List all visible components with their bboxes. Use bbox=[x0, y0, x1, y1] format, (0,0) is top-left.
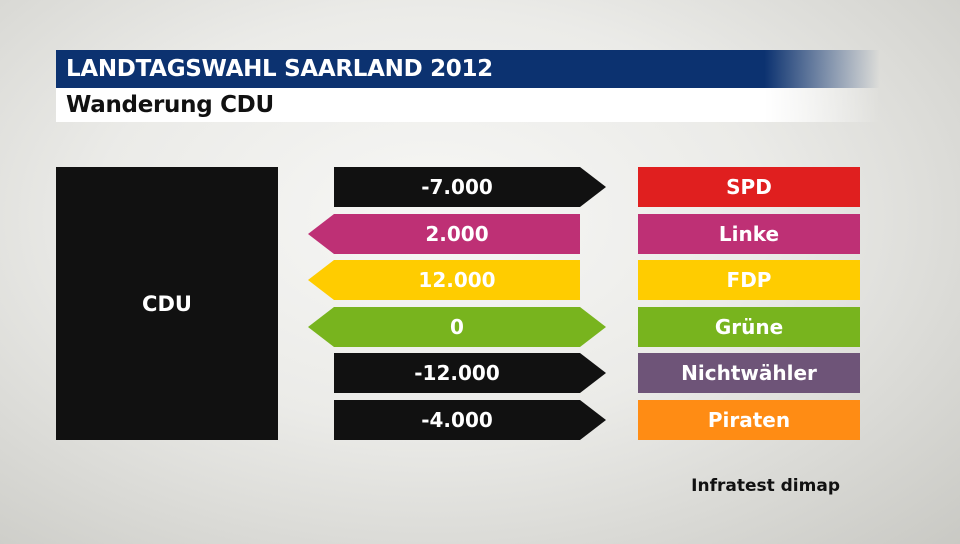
chart-title: LANDTAGSWAHL SAARLAND 2012 bbox=[66, 56, 493, 82]
target-party-label: Linke bbox=[718, 221, 780, 246]
flow-arrow-shape bbox=[308, 306, 606, 347]
flow-value: -4.000 bbox=[421, 408, 493, 432]
flow-arrow bbox=[308, 260, 580, 301]
flow-arrow bbox=[308, 213, 580, 254]
chart-subtitle: Wanderung CDU bbox=[66, 92, 274, 118]
target-party-label: FDP bbox=[726, 268, 772, 293]
flow-value: 0 bbox=[450, 314, 464, 339]
target-party-box: Linke bbox=[638, 213, 860, 254]
target-party-box: FDP bbox=[638, 260, 860, 301]
target-party-label: SPD bbox=[726, 175, 772, 199]
flow-value: -7.000 bbox=[421, 175, 493, 199]
flow-row-gruene: 0 Grüne bbox=[0, 306, 960, 347]
target-party-box: Grüne bbox=[638, 306, 860, 347]
flow-arrow-shape bbox=[334, 353, 606, 394]
title-bar: LANDTAGSWAHL SAARLAND 2012 bbox=[56, 50, 880, 88]
target-party-box: Nichtwähler bbox=[638, 353, 860, 394]
flow-arrow bbox=[334, 353, 606, 394]
flow-arrow-shape bbox=[308, 260, 580, 301]
flow-row-fdp: 12.000 FDP bbox=[0, 260, 960, 301]
flow-value: 12.000 bbox=[418, 268, 496, 293]
target-party-label: Piraten bbox=[707, 408, 791, 432]
flow-arrow-shape bbox=[334, 167, 606, 207]
target-party-box: Piraten bbox=[638, 400, 860, 440]
flow-arrow bbox=[334, 167, 606, 207]
flow-row-nichtwaehler: -12.000 Nichtwähler bbox=[0, 353, 960, 394]
target-party-label: Grüne bbox=[714, 314, 784, 339]
target-party-label: Nichtwähler bbox=[681, 361, 817, 386]
flow-arrow bbox=[334, 400, 606, 440]
source-party-label: CDU bbox=[142, 291, 192, 316]
flow-row-piraten: -4.000 Piraten bbox=[0, 400, 960, 440]
target-party-box: SPD bbox=[638, 167, 860, 207]
flow-row-spd: -7.000 SPD bbox=[0, 167, 960, 207]
flow-arrow bbox=[308, 306, 606, 347]
flow-value: 2.000 bbox=[425, 221, 489, 246]
source-party-box: CDU bbox=[56, 167, 278, 440]
flow-value: -12.000 bbox=[414, 361, 500, 386]
source-credit: Infratest dimap bbox=[691, 476, 840, 496]
flow-arrow-shape bbox=[334, 400, 606, 440]
flow-row-linke: 2.000 Linke bbox=[0, 213, 960, 254]
subtitle-bar: Wanderung CDU bbox=[56, 88, 880, 122]
flow-arrow-shape bbox=[308, 213, 580, 254]
